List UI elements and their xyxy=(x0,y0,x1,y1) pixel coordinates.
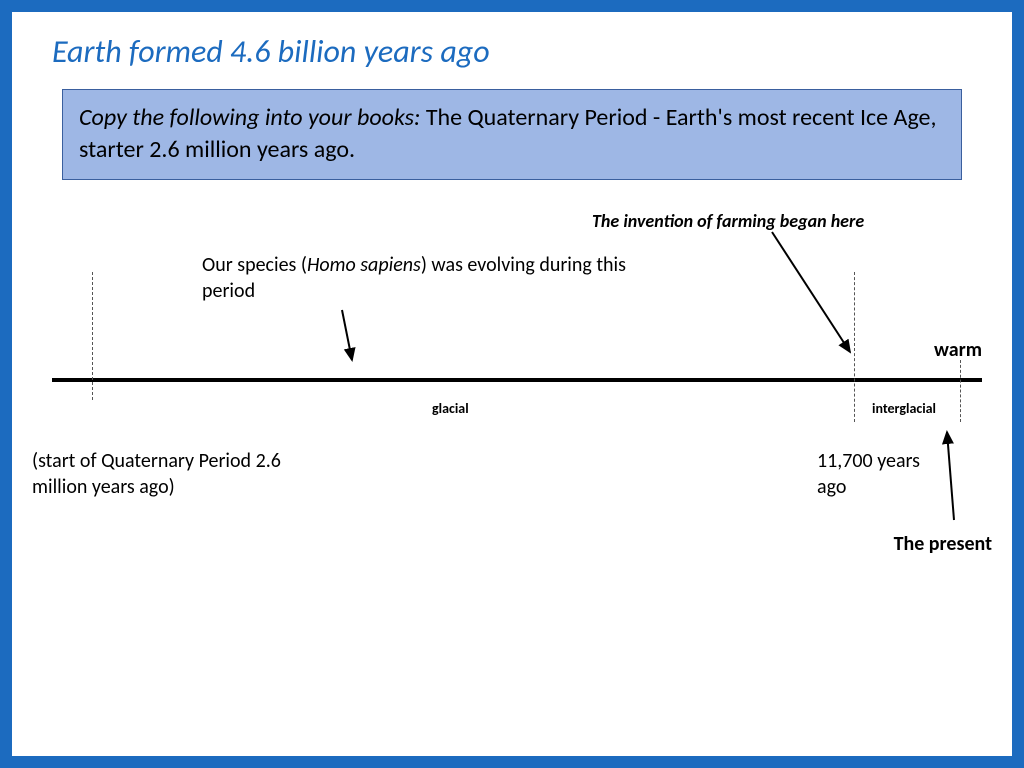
timeline-axis xyxy=(52,378,982,382)
quaternary-start-label: (start of Quaternary Period 2.6 million … xyxy=(32,448,332,500)
dash-start-quaternary xyxy=(92,272,93,400)
arrow-farming-icon xyxy=(772,232,850,352)
arrow-homo-icon xyxy=(342,310,352,360)
homo-sapiens-annotation: Our species (Homo sapiens) was evolving … xyxy=(202,252,662,304)
timeline-diagram: The invention of farming began here Our … xyxy=(52,210,972,590)
glacial-period-label: glacial xyxy=(432,400,469,417)
slide-content: Earth formed 4.6 billion years ago Copy … xyxy=(12,12,1012,756)
slide-frame: Earth formed 4.6 billion years ago Copy … xyxy=(0,0,1024,768)
instruction-callout: Copy the following into your books: The … xyxy=(62,89,962,180)
interglacial-period-label: interglacial xyxy=(872,400,936,417)
present-label: The present xyxy=(894,532,992,556)
years-ago-label: 11,700 years ago xyxy=(817,448,937,500)
dash-11700 xyxy=(854,272,855,422)
dash-present xyxy=(960,360,961,422)
callout-lead: Copy the following into your books: xyxy=(79,103,420,132)
warm-label: warm xyxy=(934,338,982,362)
slide-title: Earth formed 4.6 billion years ago xyxy=(52,32,972,71)
homo-pre: Our species ( xyxy=(202,253,307,277)
farming-annotation: The invention of farming began here xyxy=(592,210,864,232)
homo-italic: Homo sapiens xyxy=(307,253,421,277)
arrow-present-icon xyxy=(947,432,954,520)
